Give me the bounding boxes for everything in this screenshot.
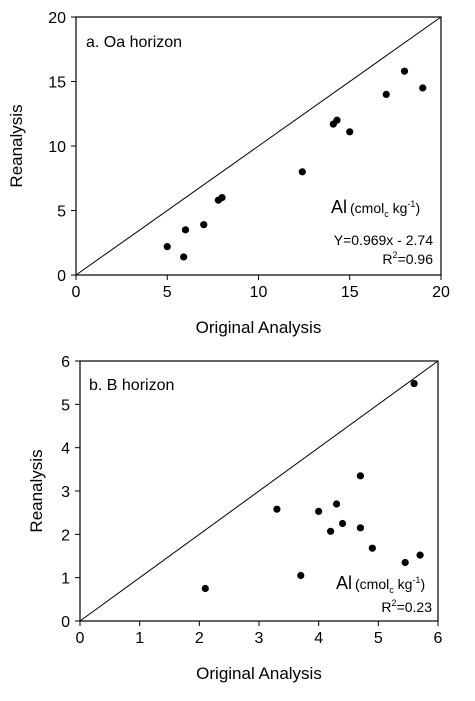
panel-b-unit-annotation: Al (cmolc kg-1) xyxy=(336,573,425,595)
panel-b-y-tick-label: 3 xyxy=(61,484,70,501)
panel-a-r-squared: R2=0.96 xyxy=(382,250,433,267)
panel-b-data-points xyxy=(201,379,424,593)
panel-a-data-point xyxy=(180,253,188,261)
panel-a-y-tick-label: 10 xyxy=(48,139,66,156)
panel-b-x-tick-label: 1 xyxy=(135,630,144,647)
panel-b-r2-sup: 2 xyxy=(392,598,397,608)
panel-a-x-tick-label: 0 xyxy=(72,284,81,301)
panel-a-axis-ticks: 0 5 10 15 20 0 5 10 15 20 xyxy=(48,10,450,301)
panel-b-x-tick-label: 3 xyxy=(255,630,264,647)
panel-b-data-point xyxy=(315,507,323,515)
panel-b-y-tick-label: 0 xyxy=(61,614,70,631)
panel-b-element: Al xyxy=(336,573,352,593)
panel-a-data-point xyxy=(181,226,190,234)
panel-a-element: Al xyxy=(331,197,347,217)
panel-a-unit-annotation: Al (cmolc kg-1) xyxy=(331,197,420,219)
panel-b-data-point xyxy=(356,524,365,532)
panel-a-x-tick-label: 10 xyxy=(250,284,268,301)
panel-a-r2-value: =0.96 xyxy=(398,251,434,267)
panel-b-data-point xyxy=(273,505,281,513)
panel-a-one-to-one-line xyxy=(75,16,442,276)
panel-a-x-axis-label: Original Analysis xyxy=(196,318,322,337)
panel-b-y-axis-label: Reanalysis xyxy=(27,449,46,532)
panel-a-data-point xyxy=(298,168,306,176)
panel-b-axis-ticks: 0 1 2 3 4 5 6 0 1 2 3 4 5 6 xyxy=(61,354,442,647)
panel-b-data-point xyxy=(356,472,365,480)
panel-a-data-point xyxy=(400,67,409,75)
panel-a-data-point xyxy=(382,90,390,98)
panel-a-unit-mid: kg xyxy=(389,200,408,216)
panel-b-x-axis-label: Original Analysis xyxy=(196,664,322,683)
panel-a-unit-close: ) xyxy=(415,200,420,216)
panel-a-data-point xyxy=(163,243,171,251)
panel-b-r2-prefix: R xyxy=(381,599,391,615)
panel-b-unit-sub: c xyxy=(389,585,394,595)
panel-a-unit-sub: c xyxy=(384,209,389,219)
panel-a-data-points xyxy=(163,67,427,261)
panel-b-b-horizon: 0 1 2 3 4 5 6 0 1 2 3 4 5 6 b. B horizon Original Ana… xyxy=(27,354,443,683)
panel-b-data-point xyxy=(338,519,347,528)
panel-b-y-tick-label: 2 xyxy=(61,527,70,544)
panel-a-data-point xyxy=(218,194,226,202)
panel-b-x-tick-label: 6 xyxy=(434,630,443,647)
panel-b-unit-sup: -1 xyxy=(412,575,420,585)
panel-b-unit-close: ) xyxy=(420,576,425,592)
panel-a-data-point xyxy=(419,84,427,92)
panel-a-x-tick-label: 15 xyxy=(341,284,359,301)
panel-b-r2-value: =0.23 xyxy=(397,599,433,615)
panel-b-data-point xyxy=(332,500,341,508)
panel-a-regression-equation: Y=0.969x - 2.74 xyxy=(334,232,433,248)
panel-a-x-tick-label: 5 xyxy=(163,284,172,301)
panel-a-oa-horizon: 0 5 10 15 20 0 5 10 15 20 a. Oa horizon Original … xyxy=(7,10,450,337)
panel-a-unit-open: (cmol xyxy=(350,200,384,216)
panel-b-data-point xyxy=(297,571,305,580)
panel-b-data-point xyxy=(410,379,418,388)
panel-a-r2-prefix: R xyxy=(382,251,392,267)
panel-b-y-tick-label: 5 xyxy=(61,397,70,414)
panel-a-data-point xyxy=(346,128,354,136)
panel-b-data-point xyxy=(401,558,409,567)
panel-a-r2-sup: 2 xyxy=(393,250,398,260)
panel-b-x-tick-label: 2 xyxy=(195,630,204,647)
panel-b-y-tick-label: 1 xyxy=(61,571,70,588)
panel-a-y-tick-label: 20 xyxy=(48,10,66,27)
panel-a-y-axis-label: Reanalysis xyxy=(7,104,26,187)
panel-a-label: a. Oa horizon xyxy=(86,34,182,51)
panel-b-x-tick-label: 4 xyxy=(314,630,323,647)
panel-b-y-tick-label: 6 xyxy=(61,354,70,371)
panel-a-y-tick-label: 5 xyxy=(57,204,66,221)
panel-b-x-tick-label: 0 xyxy=(76,630,85,647)
panel-a-x-tick-label: 20 xyxy=(432,284,450,301)
panel-a-y-tick-label: 15 xyxy=(48,75,66,92)
panel-a-data-point xyxy=(200,221,208,229)
panel-a-y-tick-label: 0 xyxy=(57,268,66,285)
panel-b-unit-open: (cmol xyxy=(355,576,389,592)
panel-a-unit-sup: -1 xyxy=(407,199,415,209)
panel-b-one-to-one-line xyxy=(79,360,439,622)
panel-b-x-tick-label: 5 xyxy=(374,630,383,647)
panel-b-r-squared: R2=0.23 xyxy=(381,598,432,615)
panel-b-data-point xyxy=(201,584,209,593)
panel-b-data-point xyxy=(327,527,335,535)
panel-b-label: b. B horizon xyxy=(89,377,174,394)
panel-a-data-point xyxy=(333,116,341,124)
panel-b-y-tick-label: 4 xyxy=(61,441,70,458)
panel-b-unit-mid: kg xyxy=(394,576,413,592)
panel-b-data-point xyxy=(416,551,424,559)
panel-b-data-point xyxy=(368,544,376,552)
